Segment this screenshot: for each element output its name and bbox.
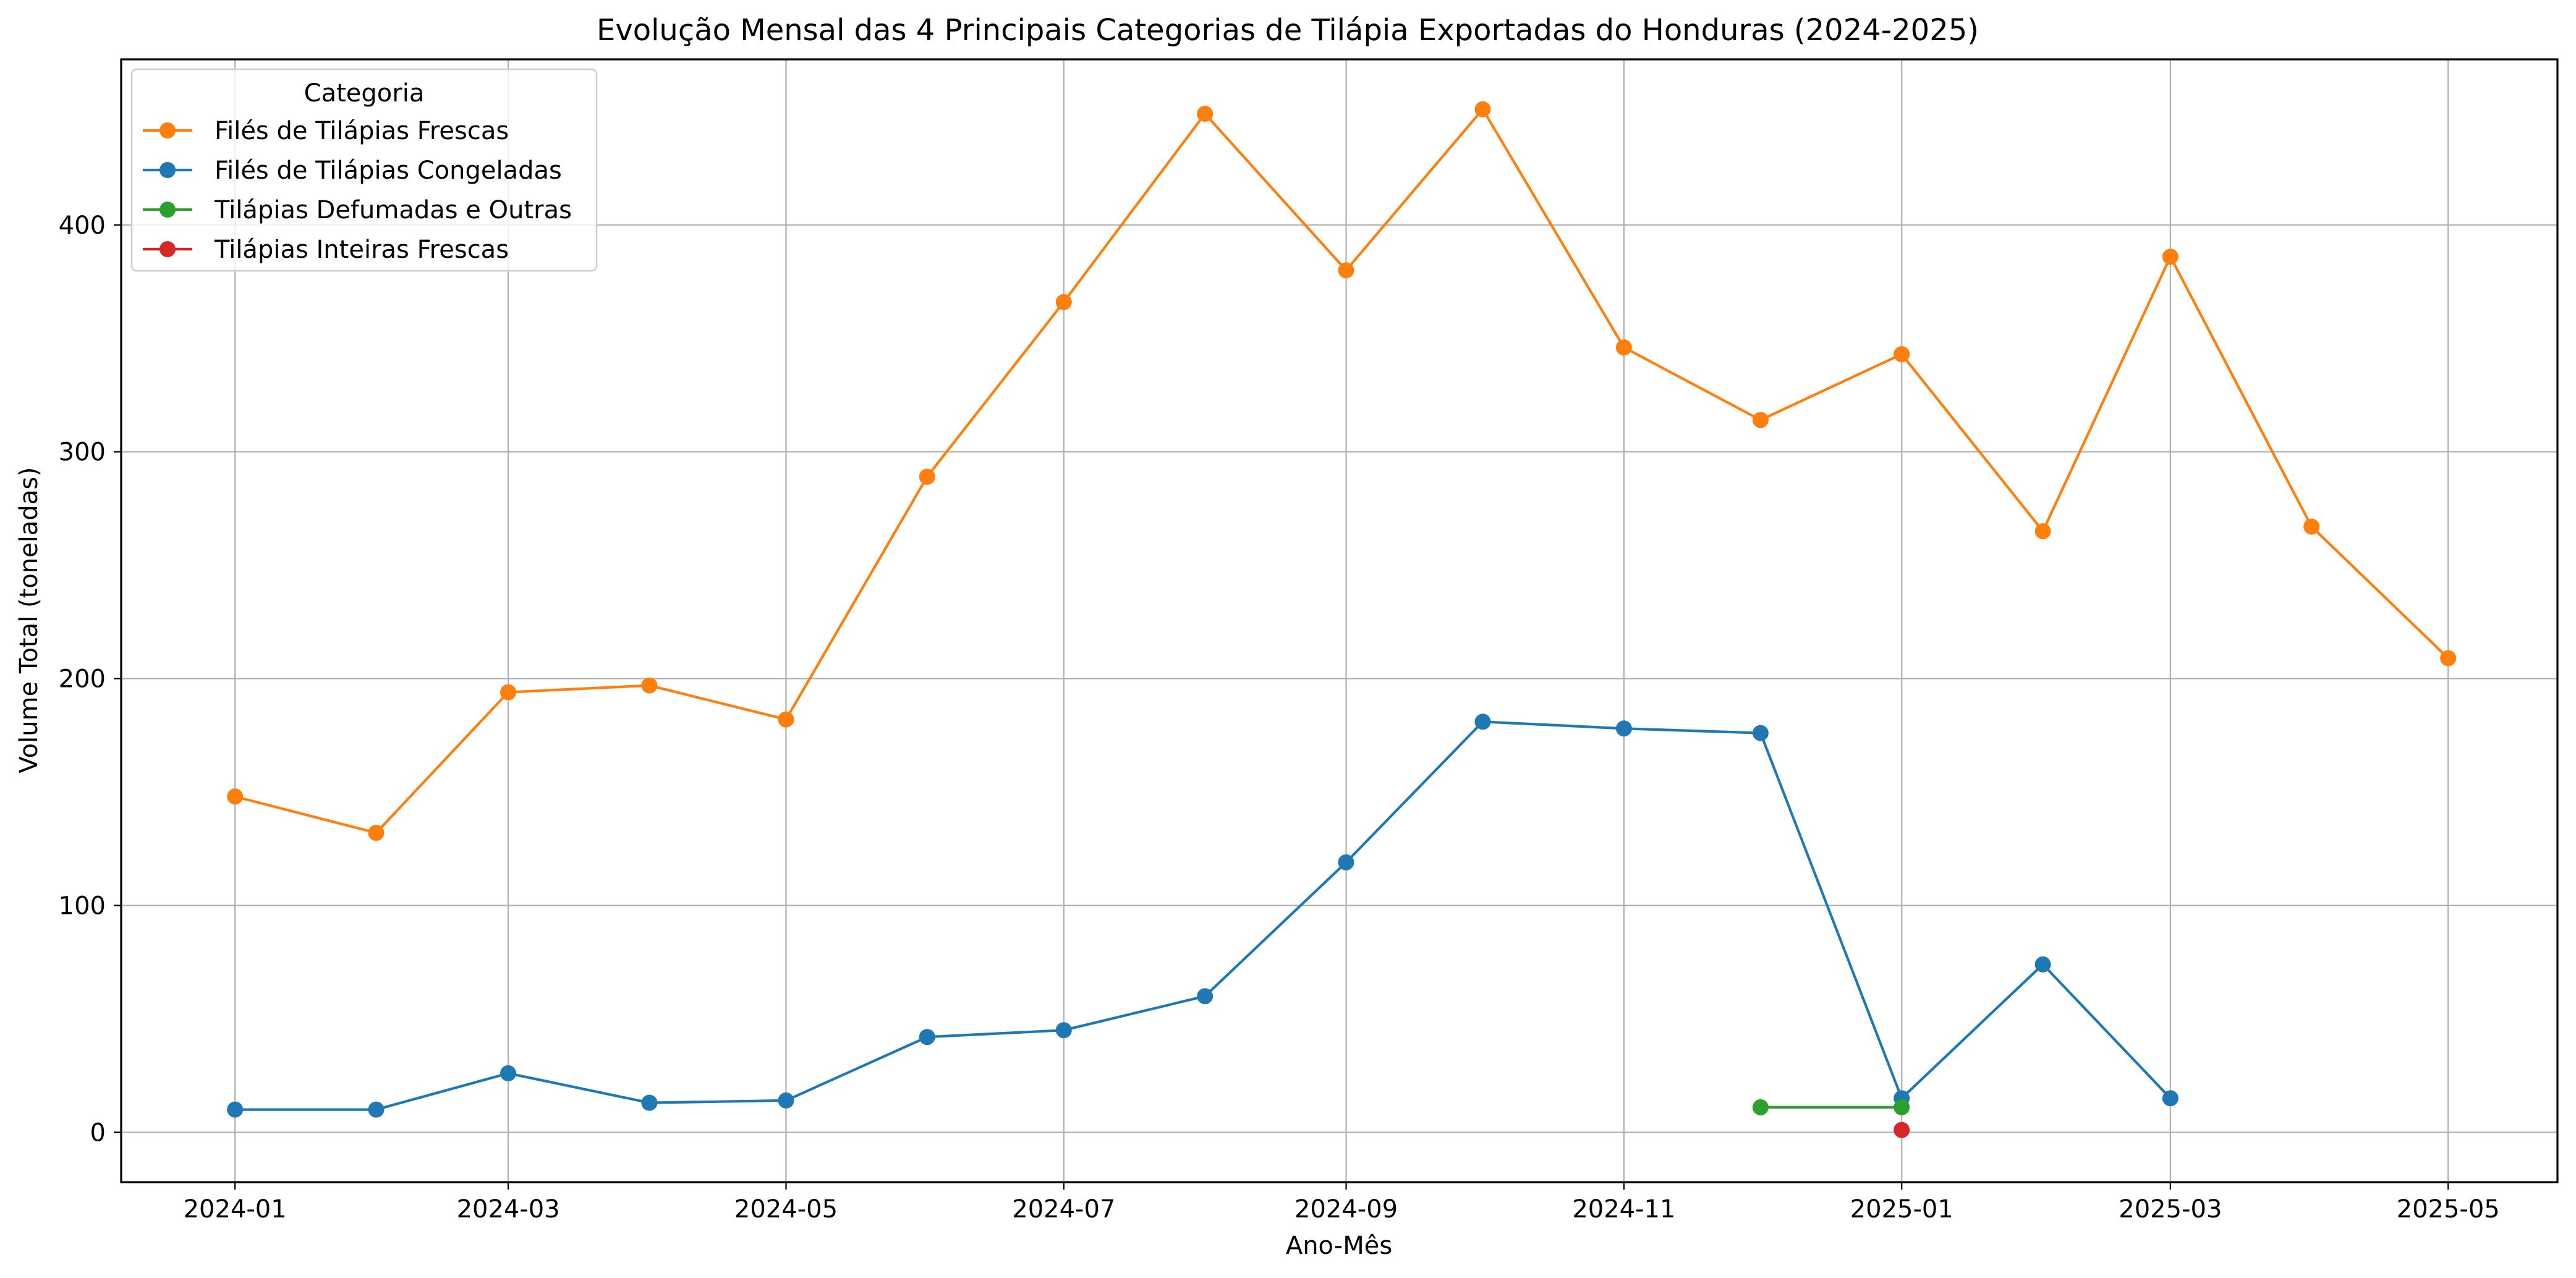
legend-item: Filés de Tilápias Frescas bbox=[143, 117, 509, 145]
series-3 bbox=[1752, 1099, 1910, 1115]
y-tick-label: 100 bbox=[59, 892, 106, 920]
data-point bbox=[778, 711, 794, 728]
y-tick-label: 200 bbox=[59, 665, 106, 694]
legend-marker bbox=[159, 241, 176, 257]
data-point bbox=[1474, 101, 1491, 117]
data-point bbox=[919, 469, 935, 485]
data-point bbox=[1055, 1022, 1072, 1039]
data-point bbox=[2162, 249, 2179, 265]
legend-items: Filés de Tilápias Frescas Filés de Tilápi… bbox=[143, 117, 572, 264]
data-point bbox=[227, 1101, 244, 1118]
data-point bbox=[1338, 262, 1354, 279]
y-tick-label: 300 bbox=[59, 438, 106, 467]
legend-marker bbox=[159, 122, 176, 138]
x-tick-label: 2024-09 bbox=[1294, 1195, 1398, 1224]
legend-label: Filés de Tilápias Congeladas bbox=[215, 156, 562, 185]
legend-marker bbox=[159, 162, 176, 178]
series-4 bbox=[1894, 1122, 1910, 1138]
x-tick-label: 2024-01 bbox=[184, 1195, 287, 1224]
x-tick-label: 2024-07 bbox=[1012, 1195, 1115, 1224]
x-tick-label: 2025-01 bbox=[1850, 1195, 1953, 1224]
data-point bbox=[1615, 720, 1632, 737]
data-point bbox=[368, 825, 385, 841]
data-point bbox=[1055, 294, 1072, 310]
data-point bbox=[500, 684, 517, 701]
data-point bbox=[227, 788, 244, 805]
data-point bbox=[2034, 956, 2051, 973]
x-tick-label: 2024-03 bbox=[457, 1195, 560, 1224]
data-point bbox=[2303, 518, 2320, 535]
x-tick-label: 2025-03 bbox=[2119, 1195, 2222, 1224]
y-tick-label: 0 bbox=[90, 1118, 106, 1147]
legend-label: Tilápias Defumadas e Outras bbox=[214, 196, 572, 224]
data-point bbox=[1338, 854, 1354, 871]
data-point bbox=[641, 1094, 658, 1111]
data-point bbox=[500, 1065, 517, 1081]
data-point bbox=[1894, 346, 1910, 362]
data-point bbox=[1752, 412, 1769, 428]
x-tick-label: 2025-05 bbox=[2397, 1195, 2500, 1224]
y-axis-title: Volume Total (toneladas) bbox=[15, 467, 43, 773]
x-tick-label: 2024-05 bbox=[734, 1195, 838, 1224]
data-point bbox=[1197, 988, 1214, 1005]
data-point bbox=[641, 677, 658, 694]
legend-marker bbox=[159, 202, 176, 218]
series-layer bbox=[227, 101, 2457, 1138]
data-point bbox=[1474, 714, 1491, 730]
data-point bbox=[1894, 1099, 1910, 1115]
x-axis-title: Ano-Mês bbox=[1286, 1232, 1392, 1260]
grid-lines bbox=[121, 59, 2557, 1182]
legend-item: Tilápias Defumadas e Outras bbox=[143, 196, 572, 224]
x-tick-label: 2024-11 bbox=[1572, 1195, 1675, 1224]
x-axis: 2024-01 2024-03 2024-05 2024-07 2024-09 2024-… bbox=[184, 1182, 2500, 1224]
legend: Categoria Filés de Tilápias FrescasFilés… bbox=[130, 68, 598, 272]
y-axis: 0 100 200 300 400 bbox=[59, 211, 121, 1147]
plot-frame bbox=[120, 58, 2559, 1183]
data-point bbox=[1615, 339, 1632, 356]
data-point bbox=[778, 1092, 794, 1109]
data-point bbox=[919, 1029, 935, 1046]
data-point bbox=[2034, 523, 2051, 540]
series-1 bbox=[227, 101, 2457, 841]
data-point bbox=[1752, 725, 1769, 741]
data-point bbox=[1894, 1122, 1910, 1138]
data-point bbox=[1197, 106, 1214, 122]
data-point bbox=[1752, 1099, 1769, 1115]
series-2 bbox=[227, 714, 2179, 1118]
legend-label: Tilápias Inteiras Frescas bbox=[214, 236, 509, 264]
legend-item: Filés de Tilápias Congeladas bbox=[143, 156, 562, 185]
y-tick-label: 400 bbox=[59, 211, 106, 240]
chart-title: Evolução Mensal das 4 Principais Categor… bbox=[597, 13, 1979, 48]
data-point bbox=[2162, 1090, 2179, 1107]
legend-box bbox=[130, 68, 598, 272]
data-point bbox=[2440, 650, 2457, 667]
legend-label: Filés de Tilápias Frescas bbox=[215, 117, 509, 145]
data-point bbox=[368, 1101, 385, 1118]
legend-item: Tilápias Inteiras Frescas bbox=[143, 236, 509, 264]
legend-title: Categoria bbox=[304, 79, 425, 108]
